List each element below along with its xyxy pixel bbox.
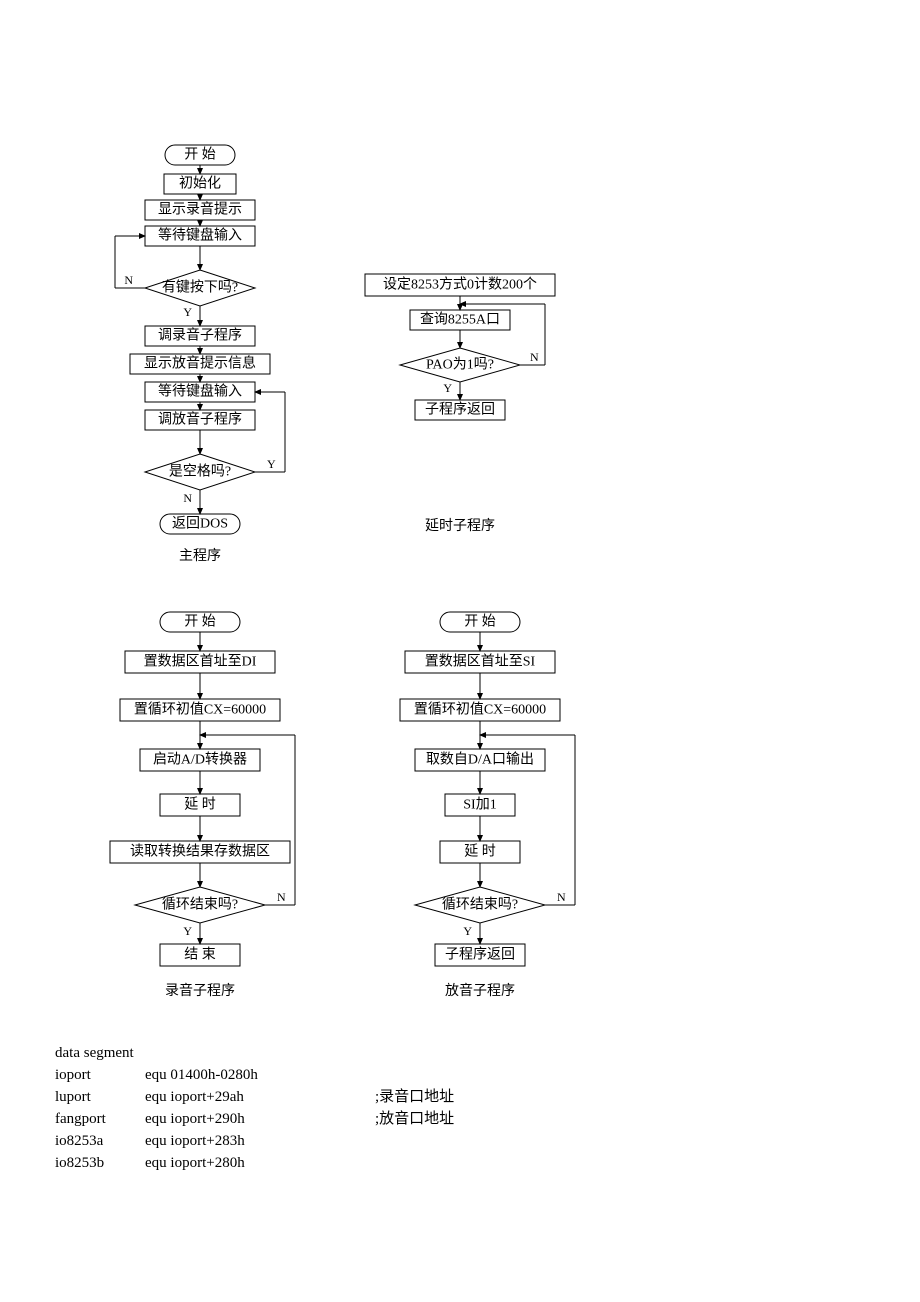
node-text: 返回DOS xyxy=(172,516,228,532)
svg-text:N: N xyxy=(183,491,192,505)
node-text: 置循环初值CX=60000 xyxy=(134,701,266,718)
node-text: 设定8253方式0计数200个 xyxy=(383,277,537,293)
node-text: 子程序返回 xyxy=(445,947,515,963)
node-text: 有键按下吗? xyxy=(162,280,238,296)
svg-text:Y: Y xyxy=(267,457,276,471)
svg-text:N: N xyxy=(530,350,539,364)
code-block: data segment ioportequ 01400h-0280hlupor… xyxy=(55,1042,454,1174)
svg-text:N: N xyxy=(557,890,566,904)
delay-title: 延时子程序 xyxy=(425,518,495,534)
node-text: 显示放音提示信息 xyxy=(144,355,256,372)
node-text: 显示录音提示 xyxy=(158,201,242,218)
play-title: 放音子程序 xyxy=(445,982,515,999)
node-text: 延 时 xyxy=(464,844,496,860)
record-title: 录音子程序 xyxy=(165,982,235,999)
svg-text:Y: Y xyxy=(463,924,472,938)
node-text: 子程序返回 xyxy=(425,402,495,418)
svg-text:N: N xyxy=(124,273,133,287)
node-text: 置循环初值CX=60000 xyxy=(414,701,546,718)
node-text: 查询8255A口 xyxy=(420,312,500,328)
node-text: 延 时 xyxy=(184,797,216,813)
node-text: 开 始 xyxy=(184,614,216,630)
code-row: io8253bequ ioport+280h xyxy=(55,1152,454,1174)
node-text: 结 束 xyxy=(184,947,216,963)
node-text: 循环结束吗? xyxy=(162,897,238,913)
page: 开 始初始化显示录音提示等待键盘输入有键按下吗?调录音子程序显示放音提示信息等待… xyxy=(0,0,920,1302)
svg-text:Y: Y xyxy=(443,381,452,395)
svg-text:N: N xyxy=(277,890,286,904)
svg-text:Y: Y xyxy=(183,305,192,319)
node-text: 置数据区首址至DI xyxy=(144,654,257,670)
node-text: 调放音子程序 xyxy=(158,411,242,428)
svg-text:Y: Y xyxy=(183,924,192,938)
node-text: 是空格吗? xyxy=(169,464,231,480)
node-text: 启动A/D转换器 xyxy=(153,751,247,768)
main-title: 主程序 xyxy=(179,548,221,564)
node-text: 调录音子程序 xyxy=(158,327,242,344)
node-text: 初始化 xyxy=(179,175,221,192)
node-text: 等待键盘输入 xyxy=(158,227,242,244)
node-text: 开 始 xyxy=(464,614,496,630)
node-text: PAO为1吗? xyxy=(426,357,494,373)
code-row: fangportequ ioport+290h;放音口地址 xyxy=(55,1108,454,1130)
node-text: 置数据区首址至SI xyxy=(425,654,536,670)
code-row: ioportequ 01400h-0280h xyxy=(55,1064,454,1086)
node-text: 取数自D/A口输出 xyxy=(426,752,534,768)
node-text: SI加1 xyxy=(463,797,496,813)
node-text: 开 始 xyxy=(184,147,216,163)
node-text: 循环结束吗? xyxy=(442,897,518,913)
code-row: luportequ ioport+29ah;录音口地址 xyxy=(55,1086,454,1108)
flowchart-svg: 开 始初始化显示录音提示等待键盘输入有键按下吗?调录音子程序显示放音提示信息等待… xyxy=(0,0,920,1040)
node-text: 读取转换结果存数据区 xyxy=(130,843,270,860)
code-row: io8253aequ ioport+283h xyxy=(55,1130,454,1152)
code-header: data segment xyxy=(55,1042,454,1064)
node-text: 等待键盘输入 xyxy=(158,383,242,400)
